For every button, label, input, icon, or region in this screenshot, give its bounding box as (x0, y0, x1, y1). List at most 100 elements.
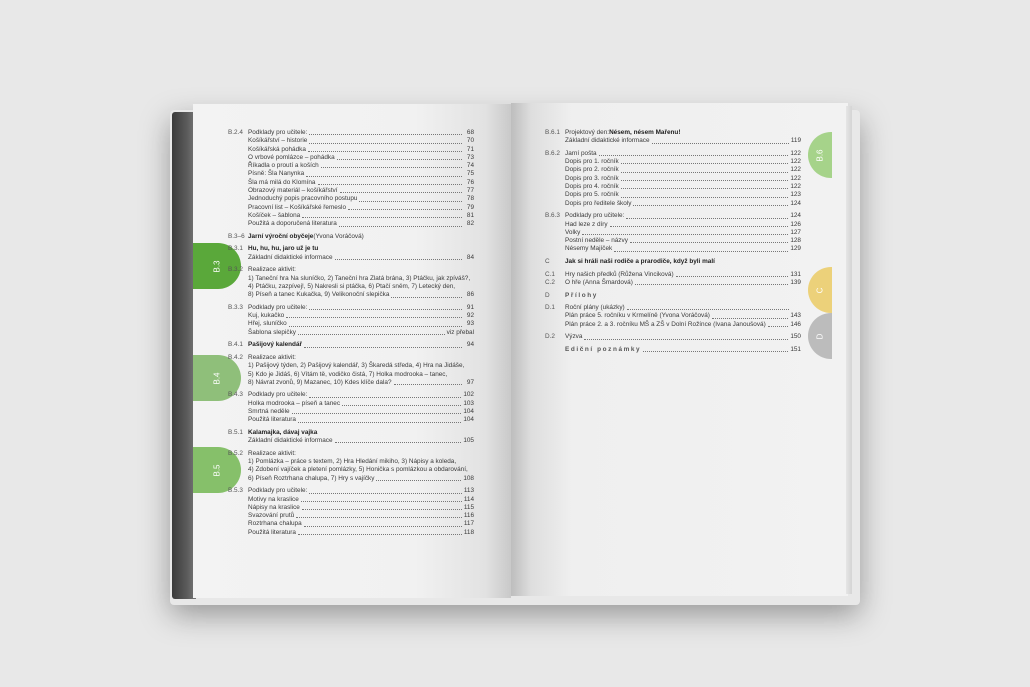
entry-title: Dopis pro ředitele školy (565, 199, 632, 207)
entry-title: Výzva (565, 333, 583, 341)
toc-entry: Obrazový materiál – košíkářství 77 (228, 187, 474, 195)
entry-page: 119 (790, 137, 801, 145)
entry-title: Dopis pro 5. ročník (565, 191, 619, 199)
dot-leader (309, 142, 462, 144)
toc-entry: Plán práce 5. ročníku v Krmelíně (Yvona … (545, 312, 801, 320)
dot-leader (320, 167, 462, 169)
entry-title: 8) Píseň a tanec Kukačka, 9) Velikonoční… (248, 291, 390, 299)
entry-page: 102 (463, 391, 474, 399)
entry-page: 124 (790, 199, 801, 207)
left-page (193, 104, 511, 598)
tab-b3: B.3 (193, 243, 241, 289)
toc-entry: C.2 O hře (Anna Šmardová) 139 (545, 279, 801, 287)
tab-b5: B.5 (193, 447, 241, 493)
toc-group: B.3.3 Podklady pro učitele: 91 Kuj, kukačko… (228, 304, 474, 337)
entry-page: 122 (790, 174, 801, 182)
entry-title: Košíkářská pohádka (248, 145, 306, 153)
dot-leader (711, 317, 789, 319)
entry-page: 82 (466, 220, 474, 228)
dot-leader (626, 309, 789, 311)
entry-page: 129 (790, 245, 801, 253)
dot-leader (633, 204, 789, 206)
entry-page: 127 (790, 228, 801, 236)
entry-page: 143 (790, 312, 801, 320)
toc-entry: Roztrhana chalupa 117 (228, 520, 474, 528)
tab-label: B.6 (815, 148, 825, 162)
entry-title: Kalamajka, dávaj vajka (248, 428, 318, 436)
toc-entry: Košíkářská pohádka 71 (228, 146, 474, 154)
dot-leader (651, 142, 789, 144)
toc-group: B.5.3 Podklady pro učitele: 113 Motivy na k… (228, 487, 474, 537)
entry-title: Dopis pro 4. ročník (565, 183, 619, 191)
toc-group: B.3.2 Realizace aktivit: 1) Taneční hra Na… (228, 266, 474, 299)
entry-title: Jednoduchý popis pracovního postupu (248, 195, 358, 203)
entry-title: Projektový den: (565, 129, 610, 136)
toc-entry: 8) Návrat zvonů, 9) Mazanec, 10) Kdes kl… (228, 379, 474, 387)
toc-entry: B.6.2 Jarní pošta 122 (545, 150, 801, 158)
dot-leader (582, 234, 789, 236)
dot-leader (334, 259, 462, 261)
dot-leader (598, 155, 789, 157)
entry-title: Základní didaktické informace (565, 137, 650, 145)
toc-entry: B.4.2 Realizace aktivit: (228, 354, 474, 362)
entry-title: Základní didaktické informace (248, 253, 333, 261)
dot-leader (306, 175, 462, 177)
entry-code: B.6.2 (545, 149, 560, 157)
dot-leader (297, 421, 462, 423)
dot-leader (376, 479, 462, 481)
entry-page: 122 (790, 149, 801, 157)
toc-entry: Dopis pro 4. ročník 122 (545, 183, 801, 191)
toc-group: B.4.1 Pašijový kalendář 94 (228, 341, 474, 349)
toc-entry: Hřej, sluníčko 93 (228, 320, 474, 328)
toc-entry: B.6.1 Projektový den: Nésem, nésem Mařenu… (545, 129, 801, 137)
toc-entry: Říkadla o proutí a koších 74 (228, 162, 474, 170)
toc-entry: C.1 Hry našich předků (Růžena Vinciková) 1… (545, 271, 801, 279)
toc-entry: Použitá literatura 104 (228, 416, 474, 424)
toc-group: Ediční poznámky 151 (545, 346, 801, 354)
entry-page: viz přebal (446, 328, 474, 336)
toc-group: B.6.2 Jarní pošta 122 Dopis pro 1. ročník 12… (545, 150, 801, 208)
entry-page: 92 (466, 312, 474, 320)
toc-entry: Šablona slepičky viz přebal (228, 329, 474, 337)
toc-entry: 1) Pomlázka – práce s textem, 2) Hra Hle… (228, 458, 474, 466)
entry-title: Jak si hráli naši rodiče a prarodiče, kd… (565, 258, 715, 266)
entry-title: Nápisy na kraslice (248, 503, 300, 511)
tab-label: B.3 (212, 259, 222, 273)
entry-page: 139 (790, 278, 801, 286)
toc-entry: Pracovní list – Košíkářské řemeslo 79 (228, 204, 474, 212)
toc-entry: Svazování prutů 116 (228, 512, 474, 520)
entry-title: Pracovní list – Košíkářské řemeslo (248, 203, 347, 211)
entry-code: B.4.1 (228, 341, 243, 349)
entry-title: O hře (Anna Šmardová) (565, 278, 633, 286)
entry-page: 68 (466, 129, 474, 136)
entry-code: B.3–6 (228, 232, 245, 240)
toc-entry: Dopis pro 3. ročník 122 (545, 175, 801, 183)
toc-entry: B.5.2 Realizace aktivit: (228, 450, 474, 458)
entry-title: Podklady pro učitele: (248, 487, 308, 495)
toc-entry: B.5.3 Podklady pro učitele: 113 (228, 487, 474, 495)
toc-entry: Použitá a doporučená literatura 82 (228, 220, 474, 228)
entry-page: 118 (463, 528, 474, 536)
toc-entry: Smrtná neděle 104 (228, 408, 474, 416)
entry-title: Přílohy (565, 291, 598, 299)
toc-entry: C Jak si hráli naši rodiče a prarodiče, k… (545, 258, 801, 266)
toc-entry: Motivy na kraslice 114 (228, 496, 474, 504)
entry-page: 97 (466, 378, 474, 386)
toc-entry: Košíček – šablona 81 (228, 212, 474, 220)
toc-entry: Písně: Šla Nanynka 75 (228, 170, 474, 178)
entry-page: 151 (790, 345, 801, 353)
entry-code: B.6.3 (545, 212, 560, 220)
entry-title: Plán práce 2. a 3. ročníku MŠ a ZŠ v Dol… (565, 320, 766, 328)
dot-leader (634, 284, 789, 286)
toc-entry: 4) Zdobení vajíček a pletení pomlázky, 5… (228, 466, 474, 474)
entry-code: B.2.4 (228, 129, 243, 136)
entry-title-strong: Nésem, nésem Mařenu! (609, 129, 681, 136)
dot-leader (584, 338, 789, 340)
dot-leader (348, 208, 462, 210)
entry-title: Realizace aktivit: (248, 353, 296, 361)
entry-page: 86 (466, 291, 474, 299)
entry-title: Podklady pro učitele: (248, 129, 308, 136)
toc-entry: B.4.3 Podklady pro učitele: 102 (228, 391, 474, 399)
entry-title: Dopis pro 1. ročník (565, 158, 619, 166)
dot-leader (309, 492, 462, 494)
